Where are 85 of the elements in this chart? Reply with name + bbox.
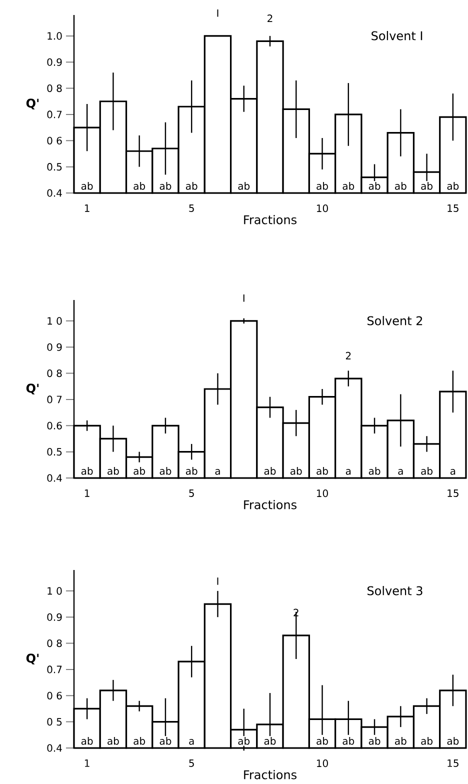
annotation: ab [368,467,380,475]
annotation: ab [395,182,406,190]
annotation: I [243,294,244,302]
annotation: ab [447,182,459,190]
annotation: a [450,469,456,475]
annotation: ab [316,182,328,190]
y-tick-label: 0.9 [47,58,62,66]
annotation: ab [368,182,380,190]
x-tick-label: 1 [84,760,90,767]
x-axis-title: Fractions [244,770,296,780]
annotation: a [189,739,194,745]
x-tick-label: 15 [448,490,458,497]
x-tick-label: 1 [84,490,90,497]
y-tick-label: 0.4 [47,189,62,197]
y-tick-label: 0 8 [47,369,62,378]
annotation: a [346,469,351,475]
y-tick-label: 0.5 [47,163,62,171]
y-axis-title: Q' [26,384,39,394]
annotation: ab [160,182,172,190]
y-axis-title: Q' [26,98,39,110]
y-tick-label: 0.7 [47,110,62,118]
x-tick-label: 10 [316,204,328,212]
text: Solvent I [372,31,422,40]
annotation: a [215,469,220,475]
y-tick-label: 0 7 [47,396,62,404]
annotation: ab [186,182,198,190]
annotation: ab [342,737,354,745]
annotation: ab [421,737,432,745]
annotation: ab [108,467,119,475]
y-tick-label: 1.0 [48,32,62,40]
y-tick-label: 1 0 [48,317,62,325]
annotation: ab [134,467,146,475]
annotation: ab [134,737,146,745]
y-tick-label: 0.4 [47,744,62,752]
annotation: ab [316,467,328,475]
annotation: ab [264,737,276,745]
annotation: ab [81,182,93,190]
annotation: 2 [346,352,351,360]
y-axis-title: Q' [26,654,39,664]
y-tick-label: 0.6 [47,422,62,430]
annotation: ab [160,737,172,745]
annotation: ab [81,467,93,475]
y-tick-label: 0 6 [47,692,62,700]
annotation: ab [186,467,198,475]
annotation: ab [290,467,302,475]
annotation: I [217,9,218,17]
annotation: ab [160,467,172,475]
annotation: ab [421,467,432,475]
y-tick-label: 0 8 [47,639,62,648]
x-tick-label: 5 [189,204,194,212]
annotation: ab [108,737,119,745]
annotation: ab [342,182,354,190]
annotation: a [398,469,403,475]
x-axis-title: Fractions [244,214,296,224]
y-tick-label: 0 5 [47,718,62,726]
annotation: ab [264,467,276,475]
annotation: ab [395,737,406,745]
y-tick-label: 0.5 [47,448,62,456]
x-axis-title: Fractions [244,500,296,510]
text: Solvent 2 [368,316,422,326]
annotation: ab [238,182,250,190]
y-tick-label: 0.9 [47,613,62,621]
annotation: ab [238,737,250,745]
x-tick-label: 10 [316,490,328,498]
x-tick-label: 1 [84,204,90,212]
y-tick-label: 0.7 [47,666,62,674]
y-tick-label: 0 6 [47,136,62,144]
x-tick-label: 10 [316,760,328,768]
x-tick-label: 5 [189,490,194,497]
y-tick-label: 1 0 [48,587,62,595]
y-tick-label: 0 9 [47,343,62,351]
x-tick-label: 15 [448,204,458,212]
y-tick-label: 0.4 [47,474,62,482]
annotation: ab [316,737,328,745]
y-tick-label: 0 8 [47,84,62,92]
annotation: ab [134,182,146,190]
annotation: ab [368,737,380,745]
annotation: ab [447,737,459,745]
x-tick-label: 5 [189,760,194,767]
annotation: 2 [268,14,272,22]
text: Solvent 3 [368,586,422,596]
annotation: I [217,578,218,585]
x-tick-label: 15 [448,760,458,767]
annotation: ab [81,737,93,745]
annotation: ab [421,182,432,190]
